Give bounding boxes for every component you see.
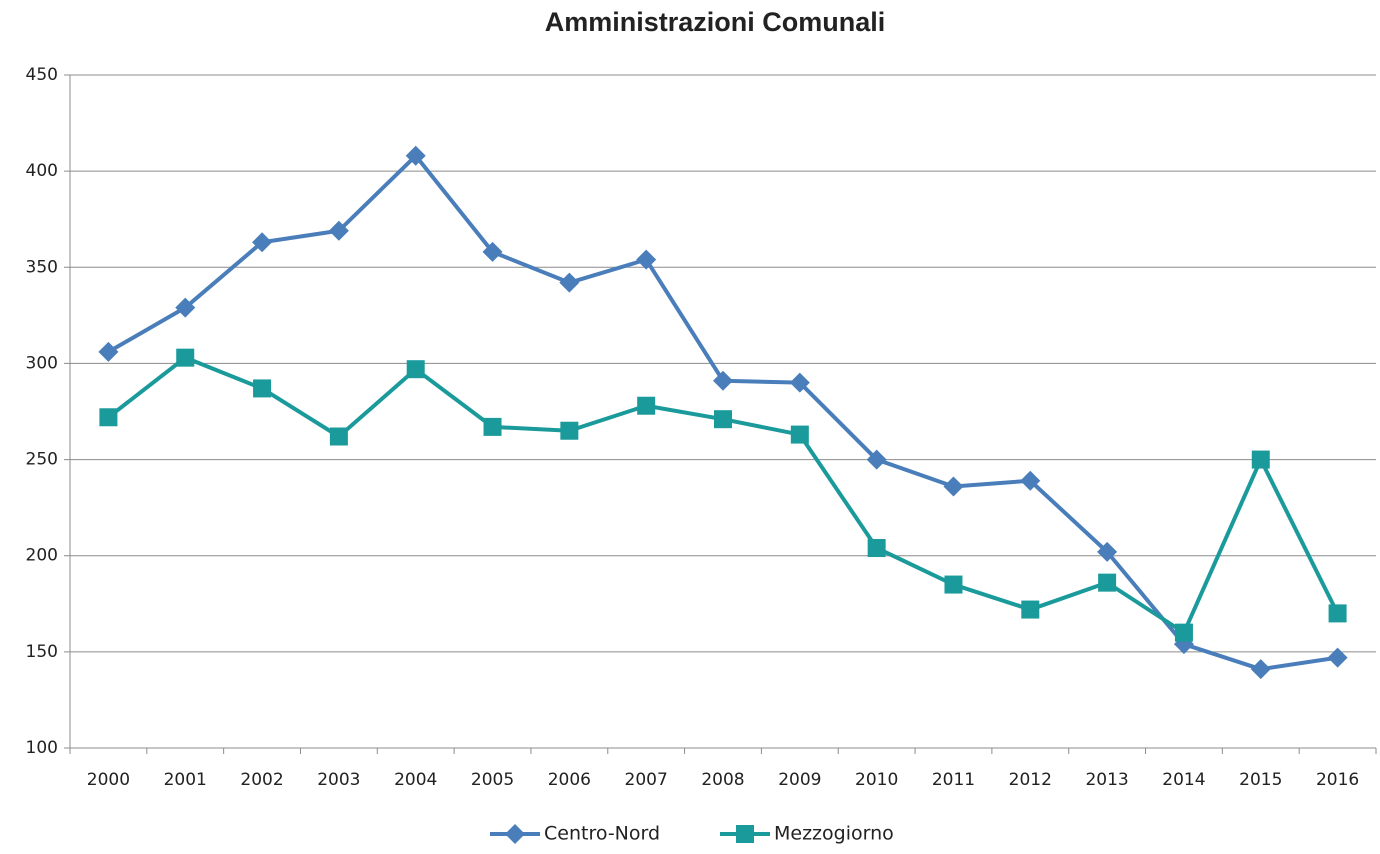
data-point: [1174, 623, 1193, 642]
x-tick-label: 2011: [932, 770, 975, 790]
data-point: [636, 249, 657, 270]
data-point: [1021, 600, 1040, 619]
y-tick-label: 400: [26, 161, 58, 181]
data-point: [99, 408, 118, 427]
y-tick-label: 200: [26, 546, 58, 566]
x-tick-label: 2015: [1239, 770, 1282, 790]
data-point: [713, 370, 733, 391]
data-point: [1020, 470, 1041, 491]
data-point: [714, 410, 732, 429]
x-tick-label: 2003: [317, 770, 360, 790]
legend-label: Centro-Nord: [544, 823, 660, 845]
chart-title: Amministrazioni Comunali: [545, 7, 886, 37]
y-tick-label: 300: [26, 353, 58, 373]
data-point: [329, 427, 348, 446]
x-tick-label: 2014: [1162, 770, 1205, 790]
data-point: [1250, 659, 1271, 680]
data-point: [328, 220, 349, 241]
data-point: [867, 539, 886, 558]
data-point: [1097, 541, 1118, 562]
x-tick-label: 2007: [625, 770, 668, 790]
x-tick-label: 2006: [548, 770, 591, 790]
legend-label: Mezzogiorno: [774, 823, 894, 845]
x-tick-label: 2013: [1085, 770, 1128, 790]
y-tick-label: 350: [26, 257, 58, 277]
data-point: [483, 417, 502, 436]
data-point: [790, 425, 809, 444]
data-point: [559, 272, 580, 293]
data-point: [1328, 604, 1347, 623]
legend-marker: [505, 824, 525, 844]
data-point: [405, 145, 426, 166]
x-tick-label: 2008: [701, 770, 744, 790]
y-tick-label: 250: [26, 450, 58, 470]
data-point: [406, 360, 425, 379]
x-tick-label: 2012: [1009, 770, 1052, 790]
x-tick-label: 2009: [778, 770, 821, 790]
data-point: [252, 232, 273, 253]
data-point: [1098, 573, 1117, 592]
x-tick-label: 2000: [87, 770, 130, 790]
data-point: [98, 341, 119, 362]
x-tick-label: 2016: [1316, 770, 1359, 790]
data-point: [560, 421, 579, 440]
data-point: [866, 449, 887, 470]
y-tick-label: 450: [26, 65, 58, 85]
data-point: [789, 372, 810, 393]
y-tick-label: 100: [26, 738, 58, 758]
data-point: [943, 476, 964, 497]
x-tick-label: 2001: [164, 770, 207, 790]
data-point: [253, 379, 272, 398]
data-point: [1251, 450, 1270, 469]
data-point: [944, 575, 963, 594]
data-point: [1327, 647, 1348, 668]
x-tick-label: 2010: [855, 770, 898, 790]
x-tick-label: 2002: [240, 770, 283, 790]
data-point: [637, 396, 656, 415]
y-tick-label: 150: [26, 642, 58, 662]
data-point: [176, 348, 195, 367]
x-tick-label: 2004: [394, 770, 437, 790]
series-line: [107, 355, 1340, 635]
data-point: [482, 241, 503, 262]
legend-marker: [736, 825, 754, 843]
x-tick-label: 2005: [471, 770, 514, 790]
data-point: [175, 297, 196, 318]
